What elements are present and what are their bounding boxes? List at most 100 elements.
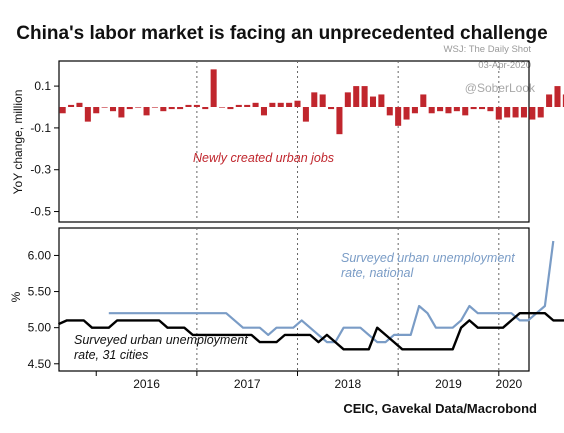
jobs-bar — [210, 69, 217, 107]
bottom-panel-gridlines — [196, 228, 500, 371]
x-tick-label: 2016 — [133, 377, 160, 391]
jobs-bar — [437, 107, 444, 112]
jobs-bar — [395, 107, 402, 126]
jobs-bar — [286, 102, 293, 107]
jobs-bar — [546, 94, 553, 107]
jobs-bar — [244, 104, 251, 107]
source-note: CEIC, Gavekal Data/Macrobond — [343, 401, 537, 416]
x-tick-label: 2019 — [435, 377, 462, 391]
bottom-y-tick-label: 5.00 — [28, 321, 52, 335]
bottom-y-axis-label: % — [9, 291, 23, 302]
cities-series-label-line2: rate, 31 cities — [74, 348, 148, 362]
jobs-bar — [529, 107, 536, 120]
jobs-bar — [193, 104, 200, 107]
bottom-panel-frame — [58, 227, 530, 372]
jobs-bar — [227, 107, 234, 110]
jobs-bar — [126, 107, 133, 110]
top-y-tick-label: -0.5 — [30, 205, 51, 219]
watermark-date: 03-Apr-2020 — [478, 60, 531, 71]
watermark-handle: @SoberLook — [465, 81, 536, 95]
jobs-bar — [453, 107, 460, 112]
jobs-bar — [378, 94, 385, 107]
jobs-bar-panel: 0.1 -0.1 -0.3 -0.5 YoY change, million Newl… — [11, 60, 564, 223]
jobs-bar — [59, 107, 66, 114]
jobs-series-label: Newly created urban jobs — [193, 151, 334, 165]
jobs-bar — [185, 104, 192, 107]
jobs-bar — [118, 107, 125, 118]
jobs-bar — [151, 107, 158, 108]
jobs-bar — [344, 92, 351, 107]
x-tick-label: 2017 — [234, 377, 261, 391]
jobs-bar — [269, 102, 276, 107]
jobs-bar — [537, 107, 544, 118]
top-y-tick-label: -0.3 — [30, 163, 51, 177]
jobs-bar — [495, 107, 502, 120]
jobs-bar — [369, 96, 377, 107]
bottom-panel-y-ticks: 6.00 5.50 5.00 4.50 — [28, 248, 59, 371]
jobs-bar — [219, 107, 226, 108]
top-y-axis-label: YoY change, million — [11, 90, 25, 195]
top-panel-gridlines — [196, 61, 500, 222]
cities-series-label-line1: Surveyed urban unemployment — [74, 333, 248, 347]
jobs-bar — [420, 94, 427, 107]
cities-rate-line — [58, 312, 564, 351]
jobs-bar — [135, 107, 142, 108]
bottom-y-tick-label: 4.50 — [28, 357, 52, 371]
chart-title: China's labor market is facing an unprec… — [16, 23, 547, 44]
national-series-label-line2: rate, national — [341, 266, 414, 280]
national-series-label-line1: Surveyed urban unemployment — [341, 251, 515, 265]
jobs-bar — [403, 107, 410, 120]
jobs-bar — [336, 107, 343, 135]
bottom-y-tick-label: 5.50 — [28, 285, 52, 299]
jobs-bar — [277, 102, 284, 107]
jobs-bar — [160, 107, 167, 112]
jobs-bar — [101, 107, 108, 108]
jobs-bar — [428, 107, 435, 114]
bottom-y-tick-label: 6.00 — [28, 248, 52, 262]
jobs-bar — [311, 92, 318, 107]
jobs-bar — [93, 107, 100, 114]
watermark-source: WSJ: The Daily Shot — [444, 44, 532, 55]
national-rate-line — [108, 240, 555, 344]
jobs-bar — [68, 104, 75, 107]
jobs-bar — [487, 107, 494, 112]
jobs-bar — [252, 102, 259, 107]
top-panel-y-ticks: 0.1 -0.1 -0.3 -0.5 — [30, 79, 59, 219]
jobs-bar — [76, 102, 83, 107]
jobs-bar — [520, 107, 527, 118]
jobs-bar — [478, 107, 486, 110]
jobs-bar — [554, 86, 561, 107]
jobs-bar — [143, 107, 150, 116]
jobs-bar — [386, 107, 393, 116]
unemployment-line-panel: 6.005.505.004.50 2016 2017 2018 2019 2020 % … — [9, 227, 564, 391]
jobs-bar — [177, 107, 184, 110]
jobs-bar — [294, 100, 301, 107]
jobs-bar — [445, 107, 452, 114]
top-y-tick-label: 0.1 — [34, 79, 51, 93]
jobs-bar — [462, 107, 469, 116]
jobs-bar — [512, 107, 519, 118]
jobs-bar — [109, 107, 117, 112]
jobs-bar — [202, 107, 209, 110]
jobs-bar — [168, 107, 175, 110]
jobs-bar — [302, 107, 309, 122]
unemployment-lines — [58, 240, 564, 351]
jobs-bar — [353, 86, 360, 107]
jobs-bar — [504, 107, 511, 118]
x-tick-label: 2020 — [496, 377, 523, 391]
jobs-bar — [470, 107, 477, 110]
jobs-bar — [235, 104, 242, 107]
jobs-bar — [562, 94, 564, 107]
jobs-bar — [84, 107, 91, 122]
top-panel-frame — [58, 60, 530, 223]
x-axis-ticks: 2016 2017 2018 2019 2020 — [95, 371, 523, 391]
jobs-bar — [328, 107, 335, 110]
top-y-tick-label: -0.1 — [30, 121, 51, 135]
jobs-bars — [59, 69, 564, 135]
jobs-bar — [361, 86, 368, 107]
jobs-bar — [411, 107, 418, 114]
jobs-bar — [319, 94, 326, 107]
x-tick-label: 2018 — [334, 377, 361, 391]
jobs-bar — [260, 107, 267, 116]
